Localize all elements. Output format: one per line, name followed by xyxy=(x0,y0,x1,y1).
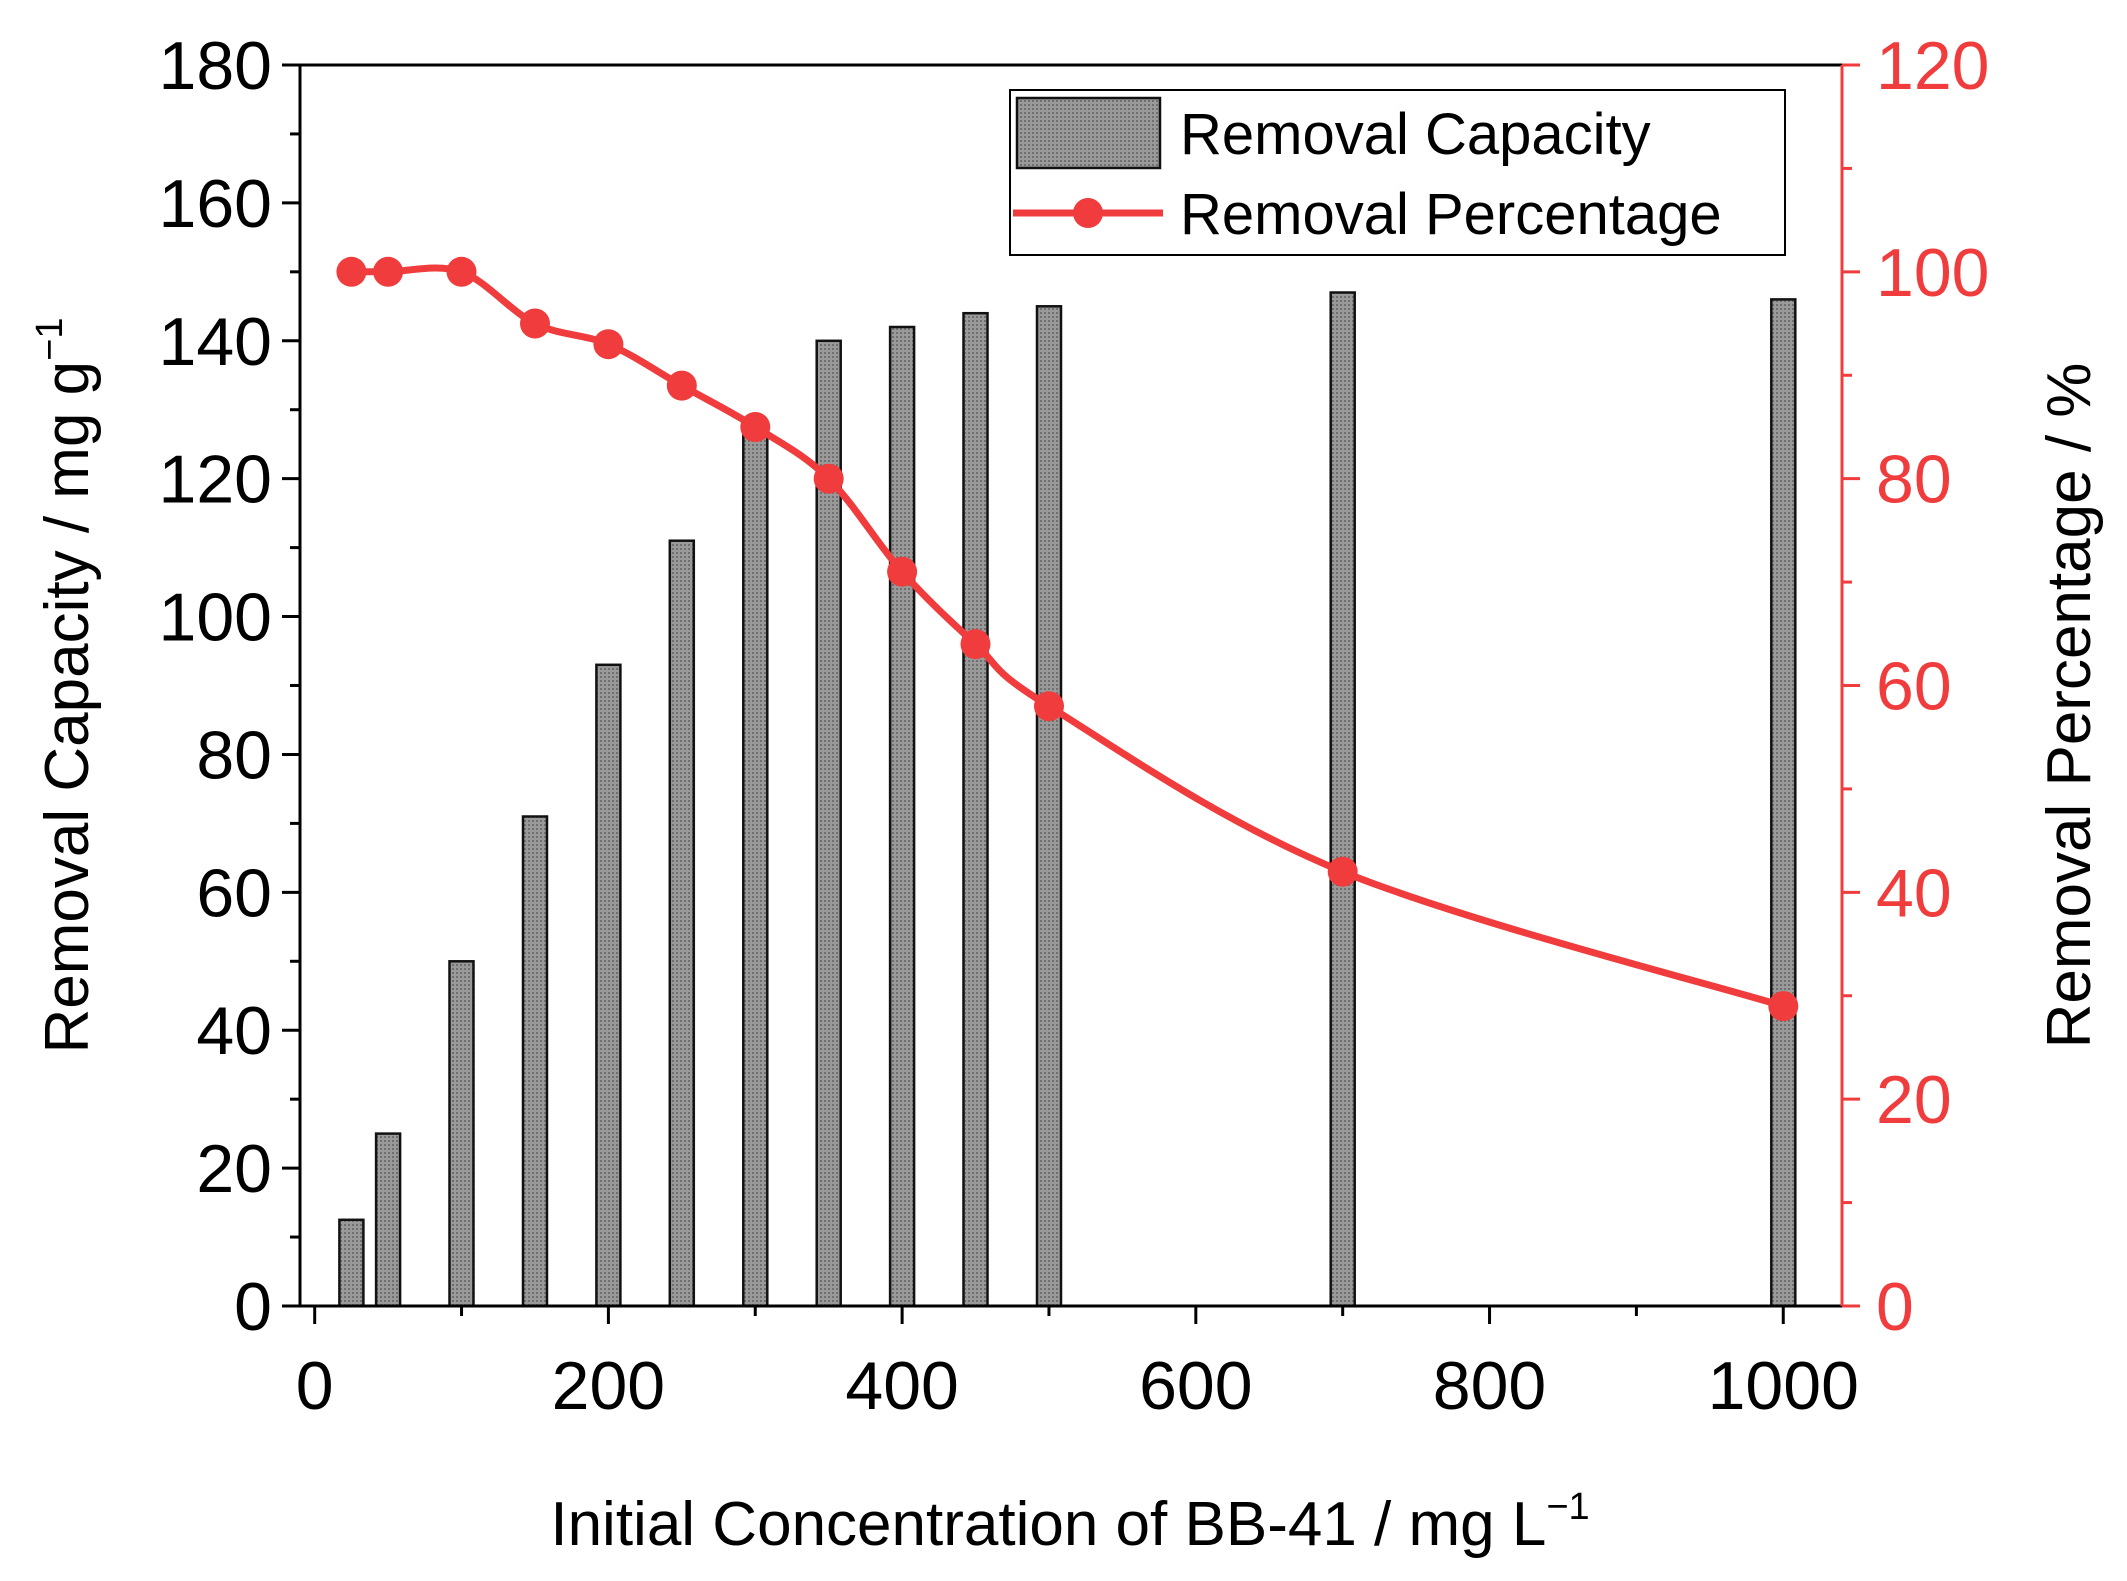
x-tick-label: 200 xyxy=(552,1348,665,1424)
x-axis-title-sup: −1 xyxy=(1546,1486,1589,1528)
x-tick-label: 600 xyxy=(1139,1348,1252,1424)
y-left-axis-title-sup: −1 xyxy=(29,318,71,361)
y-right-tick-label: 60 xyxy=(1876,649,1952,725)
percentage-point xyxy=(1768,991,1799,1022)
x-tick-label: 800 xyxy=(1433,1348,1546,1424)
bar xyxy=(888,325,916,1308)
percentage-point xyxy=(520,308,550,339)
y-left-axis-title-text: Removal Capacity / mg g xyxy=(33,361,102,1054)
percentage-point xyxy=(887,556,918,587)
y-left-tick-label: 40 xyxy=(196,993,272,1069)
y-right-tick-label: 80 xyxy=(1876,442,1952,518)
x-tick-label: 1000 xyxy=(1708,1348,1859,1424)
y-left-tick-label: 60 xyxy=(196,855,272,931)
bar xyxy=(338,1218,365,1308)
y-left-tick-label: 160 xyxy=(159,166,272,242)
y-right-axis-title: Removal Percentage / % xyxy=(2035,363,2104,1049)
bar xyxy=(1035,305,1063,1308)
y-left-tick-label: 140 xyxy=(159,304,272,380)
x-axis-title: Initial Concentration of BB-41 / mg L−1 xyxy=(550,1486,1589,1559)
y-left-tick-label: 80 xyxy=(196,717,272,793)
x-tick-label: 0 xyxy=(296,1348,334,1424)
legend-label-percentage: Removal Percentage xyxy=(1180,182,1722,247)
bar xyxy=(742,429,769,1308)
percentage-point xyxy=(1327,856,1358,887)
y-left-tick-label: 0 xyxy=(234,1269,272,1345)
bar xyxy=(374,1132,402,1308)
bar xyxy=(1329,291,1356,1308)
percentage-point xyxy=(446,256,477,287)
bar xyxy=(595,663,622,1308)
legend-label-capacity: Removal Capacity xyxy=(1180,102,1651,167)
y-right-tick-label: 120 xyxy=(1876,28,1989,104)
y-right-tick-label: 40 xyxy=(1876,855,1952,931)
y-left-axis-title: Removal Capacity / mg g−1 xyxy=(29,318,102,1054)
bar xyxy=(521,815,549,1308)
line-layer xyxy=(336,256,1799,1022)
bar xyxy=(1770,298,1797,1308)
percentage-line xyxy=(351,264,1785,1010)
percentage-point xyxy=(1034,691,1064,722)
bars-layer xyxy=(338,291,1797,1308)
y-left-tick-label: 120 xyxy=(159,442,272,518)
percentage-point xyxy=(813,463,844,494)
percentage-point xyxy=(593,329,624,360)
bar xyxy=(962,311,989,1308)
percentage-point xyxy=(373,256,404,287)
legend-marker-swatch xyxy=(1073,198,1103,228)
y-left-tick-label: 180 xyxy=(159,28,272,104)
legend: Removal Capacity Removal Percentage xyxy=(1009,89,1786,256)
y-right-tick-label: 20 xyxy=(1876,1062,1952,1138)
legend-bar-swatch xyxy=(1015,96,1162,170)
axes-layer: 0 20 40 60 80 100 120 140 160 180 0 20 40 60 80 100 120 0… xyxy=(29,28,2104,1559)
percentage-point xyxy=(336,256,367,287)
percentage-point xyxy=(740,412,771,442)
percentage-point xyxy=(666,370,697,401)
bar xyxy=(448,960,475,1308)
y-left-tick-label: 20 xyxy=(196,1131,272,1207)
y-left-tick-label: 100 xyxy=(159,580,272,656)
bar xyxy=(668,539,696,1308)
y-right-tick-label: 0 xyxy=(1876,1269,1914,1345)
y-right-tick-label: 100 xyxy=(1876,235,1989,311)
percentage-point xyxy=(960,629,991,660)
x-axis-title-text: Initial Concentration of BB-41 / mg L xyxy=(550,1490,1546,1559)
x-tick-label: 400 xyxy=(845,1348,958,1424)
